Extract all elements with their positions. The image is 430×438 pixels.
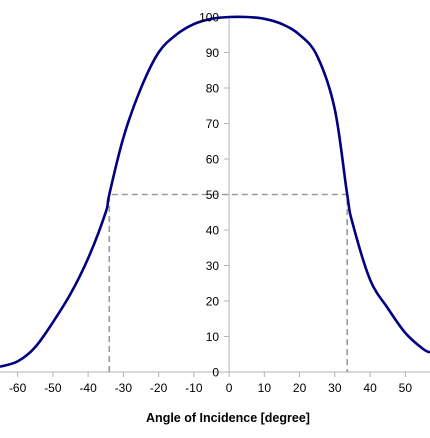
y-tick-label: 10: [206, 330, 220, 344]
x-tick-label: -10: [185, 381, 203, 395]
x-tick-label: 30: [328, 381, 342, 395]
y-tick-label: 40: [206, 224, 220, 238]
reference-lines: [108, 193, 349, 372]
tick-labels: -60 -50 -40 -30 -20 -10 0 10 20 30 40 50 0 10 20 30 40 50…: [9, 11, 412, 396]
half-max-reference-line: [108, 193, 349, 372]
x-tick-label: 0: [226, 381, 233, 395]
y-tick-label: 90: [206, 46, 220, 60]
y-tick-label: 70: [206, 117, 220, 131]
y-tick-label: 80: [206, 82, 220, 96]
x-tick-label: -20: [150, 381, 168, 395]
x-tick-label: 50: [399, 381, 413, 395]
x-tick-label: -60: [9, 381, 27, 395]
y-tick-label: 100: [199, 11, 219, 25]
x-tick-label: 40: [363, 381, 377, 395]
x-tick-label: -30: [115, 381, 133, 395]
y-tick-label: 60: [206, 153, 220, 167]
x-tick-label: -50: [44, 381, 62, 395]
x-tick-label: 10: [258, 381, 272, 395]
series-layer: [0, 15, 430, 368]
x-tick-label: -40: [79, 381, 97, 395]
x-axis-title: Angle of Incidence [degree]: [146, 411, 310, 425]
y-tick-label: 0: [212, 366, 219, 380]
y-tick-label: 20: [206, 295, 220, 309]
series-line: [0, 15, 430, 368]
y-tick-label: 50: [206, 188, 220, 202]
axes: [0, 16, 430, 377]
y-tick-label: 30: [206, 259, 220, 273]
x-tick-label: 20: [293, 381, 307, 395]
